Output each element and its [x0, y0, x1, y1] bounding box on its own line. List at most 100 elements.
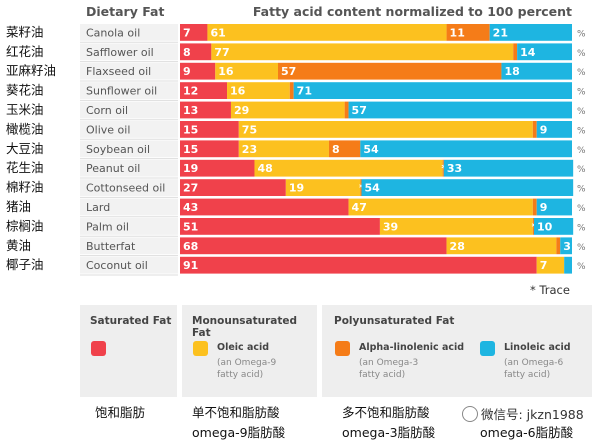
data-label: 15	[183, 143, 198, 156]
chinese-oil-name: 椰子油	[6, 257, 44, 272]
saturated-swatch	[91, 341, 106, 356]
chart-rows: 菜籽油 Canola oil 7 61 11 21 %红花油 Safflower oil 8 77…	[6, 24, 586, 276]
data-label: 21	[493, 26, 508, 39]
cn-poly-line1: 多不饱和脂肪酸	[342, 405, 430, 420]
bar-segment	[254, 159, 443, 177]
chinese-oil-name: 菜籽油	[6, 24, 44, 39]
percent-sign: %	[577, 165, 586, 175]
watermark-text: 微信号: jkzn1988	[481, 407, 584, 422]
chinese-oil-name: 大豆油	[6, 141, 44, 156]
chinese-oil-name: 葵花油	[6, 83, 44, 98]
chinese-oil-name: 棉籽油	[6, 180, 44, 195]
data-label: 16	[218, 65, 234, 78]
bar-segment	[348, 101, 572, 119]
data-label: 54	[364, 182, 380, 195]
cn-mono-line2: omega-9脂肪酸	[192, 425, 286, 440]
oil-name: Corn oil	[86, 104, 128, 117]
percent-sign: %	[577, 126, 586, 136]
bar-segment	[238, 140, 329, 158]
bar-segment	[227, 82, 290, 99]
percent-sign: %	[577, 29, 586, 39]
data-label: 3	[563, 240, 571, 253]
bar-segment	[361, 179, 574, 196]
data-label: 91	[183, 259, 198, 272]
percent-sign: %	[577, 223, 586, 233]
bar-segment	[180, 218, 380, 235]
bar-segment	[360, 140, 572, 158]
bar-segment	[180, 82, 228, 99]
chinese-oil-name: 红花油	[6, 44, 44, 59]
chinese-oil-name: 猪油	[6, 199, 31, 214]
percent-sign: %	[577, 262, 586, 272]
data-label: 19	[183, 162, 198, 175]
oil-name: Coconut oil	[86, 259, 148, 272]
oil-name: Olive oil	[86, 123, 130, 136]
linoleic-sub-1: (an Omega-6	[504, 358, 564, 368]
percent-sign: %	[577, 107, 586, 117]
row-label-bg	[80, 24, 178, 41]
oil-name: Cottonseed oil	[86, 182, 165, 195]
bar-segment	[293, 82, 572, 99]
percent-sign: %	[577, 204, 586, 214]
oleic-sub-2: fatty acid)	[217, 370, 264, 380]
bar-segment	[556, 237, 561, 255]
chinese-oil-name: 亚麻籽油	[6, 63, 56, 78]
row-label-bg	[80, 82, 178, 99]
bar-segment	[180, 159, 255, 177]
oil-name: Safflower oil	[86, 46, 154, 59]
bar-segment	[513, 43, 518, 61]
data-label: 57	[352, 104, 367, 117]
percent-sign: %	[577, 68, 586, 78]
data-label: 10	[537, 220, 553, 233]
data-label: 18	[504, 65, 519, 78]
oil-name: Lard	[86, 201, 110, 214]
legend-saturated-title: Saturated Fat	[90, 315, 172, 327]
cn-omega6: omega-6脂肪酸	[480, 425, 574, 440]
chinese-oil-name: 花生油	[6, 160, 44, 175]
legend-saturated: Saturated Fat	[80, 305, 177, 397]
oil-name: Soybean oil	[86, 143, 150, 156]
bar-segment	[180, 256, 537, 274]
data-label: 9	[183, 65, 191, 78]
percent-sign: %	[577, 49, 586, 59]
oleic-swatch	[193, 341, 208, 356]
data-label: 8	[332, 143, 340, 156]
bar-segment	[215, 62, 278, 80]
chinese-oil-name: 橄榄油	[6, 121, 44, 136]
data-label: 8	[183, 46, 191, 59]
row-label-bg	[80, 256, 178, 274]
data-label: 9	[540, 201, 548, 214]
bar-segment	[564, 256, 572, 274]
data-label: 16	[230, 85, 246, 98]
legend-mono: Monounsaturated Fat Oleic acid (an Omega…	[182, 305, 317, 397]
data-label: 48	[257, 162, 272, 175]
alpha-label: Alpha-linolenic acid	[359, 342, 465, 353]
percent-sign: %	[577, 243, 586, 253]
bar-segment	[446, 24, 490, 41]
data-label: 33	[447, 162, 462, 175]
bar-segment	[532, 218, 534, 235]
bar-segment	[180, 237, 447, 255]
percent-sign: %	[577, 88, 586, 98]
data-label: 47	[352, 201, 367, 214]
data-label: 54	[363, 143, 379, 156]
wechat-watermark: 微信号: jkzn1988	[462, 404, 584, 423]
bar-segment	[344, 101, 349, 119]
oil-name: Canola oil	[86, 26, 140, 39]
alpha-sub-1: (an Omega-3	[359, 358, 419, 368]
chinese-oil-name: 黄油	[6, 238, 31, 253]
alpha-sub-2: fatty acid)	[359, 370, 406, 380]
data-label: 14	[520, 46, 536, 59]
data-label: 29	[234, 104, 249, 117]
row-label-bg	[80, 62, 178, 80]
percent-sign: %	[577, 146, 586, 156]
bar-segment	[289, 82, 294, 99]
data-label: 15	[183, 123, 198, 136]
data-label: 43	[183, 201, 198, 214]
data-label: 12	[183, 85, 198, 98]
row-label-bg	[80, 179, 178, 196]
linoleic-label: Linoleic acid	[504, 342, 571, 353]
row-label-bg	[80, 121, 178, 138]
bar-segment	[489, 24, 572, 41]
bar-segment	[230, 101, 345, 119]
